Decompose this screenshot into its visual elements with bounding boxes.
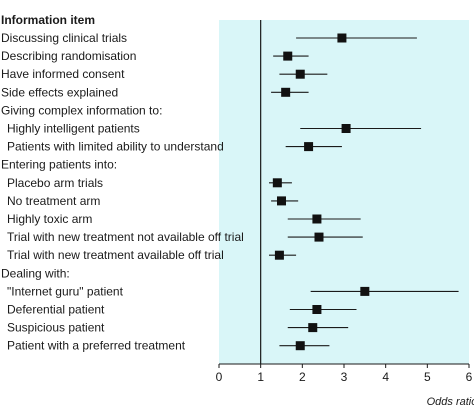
point-estimate — [304, 142, 314, 152]
row-label: Placebo arm trials — [7, 176, 103, 190]
group-heading: Entering patients into: — [1, 158, 117, 172]
row-label: Trial with new treatment not available o… — [7, 230, 244, 244]
point-estimate — [337, 33, 347, 43]
point-estimate — [281, 87, 291, 97]
row-label: Discussing clinical trials — [1, 31, 127, 45]
x-tick-label: 5 — [424, 370, 431, 384]
row-label: Side effects explained — [1, 85, 118, 99]
x-tick-label: 4 — [382, 370, 389, 384]
x-tick-label: 2 — [299, 370, 306, 384]
point-estimate — [360, 286, 370, 296]
point-estimate — [308, 323, 318, 333]
group-heading: Giving complex information to: — [1, 103, 162, 117]
row-label: Patient with a preferred treatment — [7, 339, 186, 353]
row-label: Describing randomisation — [1, 49, 136, 63]
x-axis-title: Odds ratio — [427, 396, 474, 406]
plot-background-layer — [219, 20, 469, 364]
group-heading: Dealing with: — [1, 266, 70, 280]
point-estimate — [272, 178, 282, 188]
point-estimate — [295, 341, 305, 351]
x-tick-label: 6 — [466, 370, 473, 384]
row-label: Highly toxic arm — [7, 212, 92, 226]
x-tick-label: 1 — [257, 370, 264, 384]
point-estimate — [274, 250, 284, 260]
x-tick-label: 3 — [341, 370, 348, 384]
row-label: Deferential patient — [7, 303, 105, 317]
row-labels: Information item Discussing clinical tri… — [1, 13, 244, 353]
row-label: No treatment arm — [7, 194, 100, 208]
row-label: Patients with limited ability to underst… — [7, 140, 224, 154]
x-axis: 0 1 2 3 4 5 6 — [216, 363, 473, 384]
point-estimate — [277, 196, 286, 206]
point-estimate — [341, 124, 351, 133]
x-tick-label: 0 — [216, 370, 223, 384]
point-estimate — [314, 232, 324, 242]
point-estimate — [295, 69, 305, 79]
plot-area — [219, 20, 469, 364]
point-estimate — [312, 305, 322, 314]
row-label: Highly intelligent patients — [7, 122, 140, 136]
column-header: Information item — [1, 13, 95, 27]
estimate-marks — [269, 33, 459, 351]
row-label: Have informed consent — [1, 67, 125, 81]
point-estimate — [283, 51, 293, 61]
row-label: "Internet guru" patient — [7, 284, 124, 298]
row-label: Suspicious patient — [7, 321, 105, 335]
point-estimate — [312, 214, 322, 224]
row-label: Trial with new treatment available off t… — [7, 248, 224, 262]
